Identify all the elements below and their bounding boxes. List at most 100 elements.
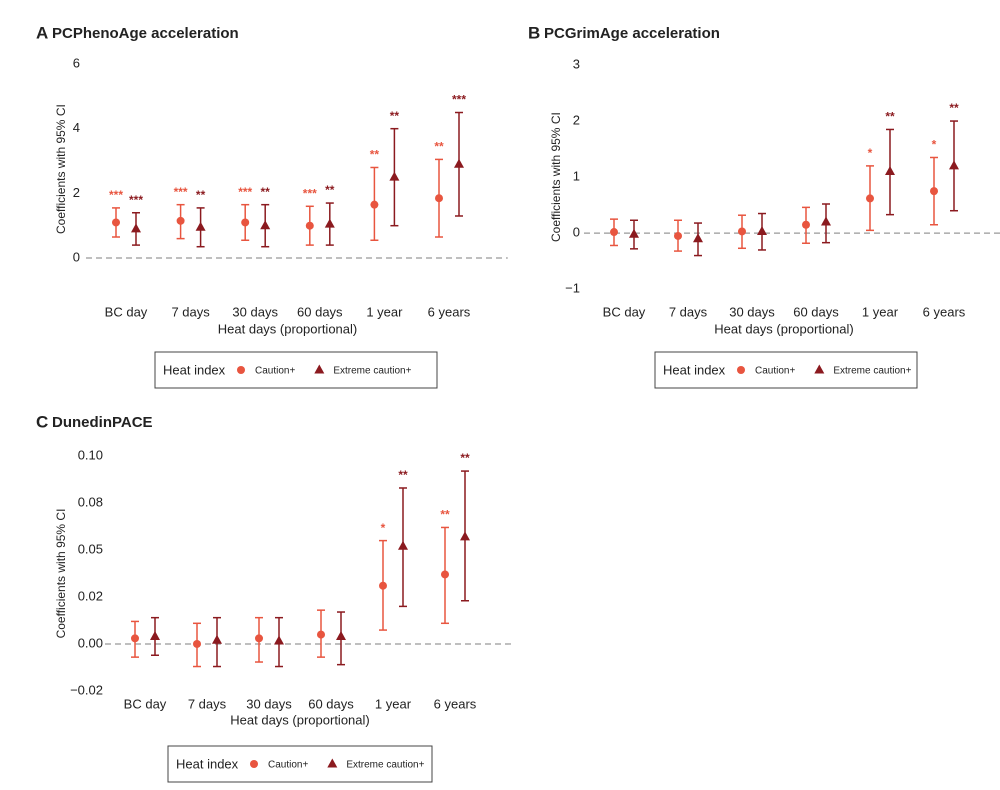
y-tick-label: 4 (73, 120, 80, 135)
x-tick-label: 1 year (366, 304, 403, 319)
significance-label: ** (196, 188, 206, 202)
y-tick-label: −0.02 (70, 682, 103, 697)
legend-label: Caution+ (255, 366, 295, 377)
significance-label: *** (129, 193, 143, 207)
point (379, 581, 387, 590)
x-axis-title: Heat days (proportional) (230, 712, 369, 727)
point (324, 218, 335, 228)
y-axis-title: Coefficients with 95% CI (549, 112, 563, 242)
point (336, 630, 346, 640)
y-tick-label: 0.00 (78, 635, 103, 650)
legend-marker (737, 366, 745, 374)
legend-marker (314, 364, 325, 374)
legend-box (154, 351, 438, 389)
point (241, 218, 250, 227)
point (305, 221, 314, 230)
point (454, 158, 464, 168)
panel-letter: B (528, 23, 540, 42)
legend-label: Extreme caution+ (833, 366, 911, 377)
x-tick-label: 7 days (188, 696, 227, 711)
point (176, 216, 185, 225)
panel-letter: C (36, 412, 48, 431)
x-tick-label: 7 days (669, 304, 708, 319)
point (693, 233, 703, 243)
x-tick-label: 30 days (232, 304, 278, 319)
significance-label: *** (238, 185, 252, 199)
legend-marker (814, 364, 825, 374)
significance-label: *** (303, 186, 317, 200)
point (131, 634, 139, 643)
point (435, 194, 443, 203)
legend-label: Extreme caution+ (346, 760, 424, 771)
legend-label: Caution+ (268, 760, 308, 771)
point (212, 634, 222, 644)
y-tick-label: 6 (73, 55, 80, 70)
point (949, 160, 959, 170)
y-tick-label: 0.05 (78, 541, 103, 556)
y-tick-label: 0.02 (78, 588, 103, 603)
legend-label: Caution+ (755, 366, 795, 377)
point (255, 634, 263, 643)
y-tick-label: −1 (565, 281, 580, 296)
point (441, 570, 449, 579)
x-tick-label: 6 years (434, 696, 477, 711)
point (757, 225, 767, 235)
y-tick-label: 0 (73, 249, 80, 264)
y-tick-label: 2 (573, 112, 580, 127)
y-tick-label: 1 (573, 169, 580, 184)
chart-title: PCGrimAge acceleration (544, 25, 720, 42)
legend-marker (237, 366, 245, 374)
legend-marker (250, 760, 258, 768)
legend-title: Heat index (176, 756, 239, 771)
chart-title: PCPhenoAge acceleration (52, 25, 239, 42)
point (866, 194, 874, 203)
x-tick-label: 60 days (793, 304, 839, 319)
y-axis-title: Coefficients with 95% CI (54, 104, 68, 234)
significance-label: * (381, 521, 386, 535)
y-tick-label: 2 (73, 185, 80, 200)
y-tick-label: 3 (573, 56, 580, 71)
point (370, 200, 379, 209)
significance-label: ** (398, 468, 408, 482)
y-axis-title: Coefficients with 95% CI (54, 509, 68, 639)
x-tick-label: BC day (603, 304, 646, 319)
point (317, 630, 325, 639)
significance-label: *** (174, 185, 188, 199)
significance-label: ** (440, 508, 450, 522)
x-tick-label: BC day (105, 304, 148, 319)
point (150, 630, 160, 640)
x-axis-title: Heat days (proportional) (714, 321, 853, 336)
point (260, 220, 271, 230)
significance-label: ** (949, 101, 959, 115)
x-tick-label: 1 year (862, 304, 899, 319)
x-axis-title: Heat days (proportional) (218, 321, 357, 336)
legend-label: Extreme caution+ (333, 366, 411, 377)
x-tick-label: 30 days (729, 304, 775, 319)
point (610, 228, 618, 237)
point (802, 220, 810, 229)
significance-label: ** (434, 140, 444, 154)
significance-label: ** (261, 185, 271, 199)
significance-label: *** (109, 188, 123, 202)
point (398, 540, 408, 550)
significance-label: * (868, 146, 873, 160)
x-tick-label: 30 days (246, 696, 292, 711)
legend-title: Heat index (163, 362, 226, 377)
y-tick-label: 0.10 (78, 447, 103, 462)
panel-letter: A (36, 23, 48, 42)
x-tick-label: 6 years (923, 304, 966, 319)
x-tick-label: BC day (124, 696, 167, 711)
y-tick-label: 0.08 (78, 494, 103, 509)
point (629, 228, 639, 238)
significance-label: ** (325, 183, 335, 197)
point (460, 531, 470, 541)
point (674, 231, 682, 240)
point (389, 171, 400, 181)
point (195, 221, 206, 231)
y-tick-label: 0 (573, 225, 580, 240)
point (738, 227, 746, 236)
significance-label: ** (460, 451, 470, 465)
x-tick-label: 60 days (297, 304, 343, 319)
significance-label: ** (885, 110, 895, 124)
significance-label: * (932, 138, 937, 152)
